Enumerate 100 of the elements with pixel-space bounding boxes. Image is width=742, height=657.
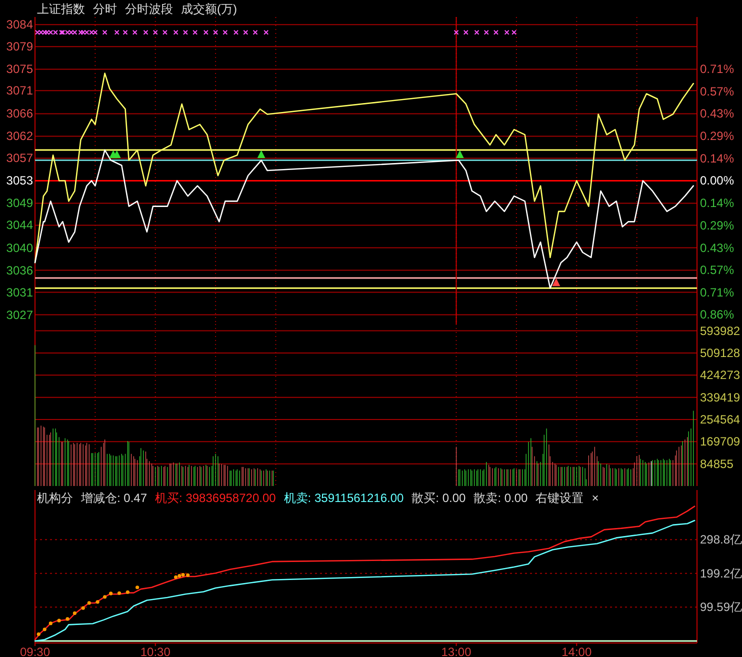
y2-tick-label: 0.14% xyxy=(700,151,734,166)
point xyxy=(126,590,130,594)
y-tick-label: 169709 xyxy=(700,434,740,449)
x-tick-label: 14:00 xyxy=(562,645,592,657)
y-tick-label: 3027 xyxy=(6,308,34,322)
point xyxy=(222,30,228,35)
point xyxy=(34,30,40,35)
point xyxy=(80,30,86,35)
point xyxy=(178,574,182,578)
point xyxy=(112,150,121,158)
point xyxy=(42,628,46,632)
point xyxy=(463,30,468,35)
annotation: × xyxy=(592,491,599,505)
y-tick-label: 199.2亿 xyxy=(700,566,742,580)
point xyxy=(143,30,148,35)
point xyxy=(173,30,178,35)
chart-subtitle: 增减仓: 0.47 xyxy=(80,491,148,505)
y2-tick-label: 0.14% xyxy=(700,196,734,210)
y-tick-label: 3053 xyxy=(6,174,34,188)
y-tick-label: 99.59亿 xyxy=(700,600,742,614)
point xyxy=(102,30,108,35)
y-tick-label: 3075 xyxy=(6,62,34,76)
point xyxy=(474,30,480,35)
y2-tick-label: 0.71% xyxy=(700,62,734,76)
y-tick-label: 3066 xyxy=(6,106,34,121)
chart-title: 上证指数 xyxy=(37,2,85,16)
text: 成交额(万) xyxy=(181,2,237,16)
point xyxy=(552,278,560,286)
point xyxy=(92,30,98,35)
x-tick-label: 10:30 xyxy=(140,645,171,657)
point xyxy=(213,30,218,35)
point xyxy=(504,30,510,35)
point xyxy=(454,30,459,35)
y2-tick-label: 0.43% xyxy=(700,106,734,121)
point xyxy=(186,573,190,577)
point xyxy=(182,30,188,35)
y-tick-label: 3084 xyxy=(6,18,34,32)
y2-tick-label: 0.29% xyxy=(700,129,734,144)
point xyxy=(264,30,269,35)
annotation: 散买: 0.00 xyxy=(412,491,466,505)
y-tick-label: 3040 xyxy=(6,240,34,255)
point xyxy=(512,30,517,35)
point xyxy=(72,611,77,615)
y-tick-label: 593982 xyxy=(700,324,740,338)
point xyxy=(243,30,248,35)
text: 机买: 39836958720.00 xyxy=(155,491,276,505)
y-tick-label: 3031 xyxy=(6,285,34,300)
y-tick-label: 3057 xyxy=(6,151,34,166)
point xyxy=(66,617,70,621)
point xyxy=(103,595,107,599)
y-tick-label: 3071 xyxy=(6,84,34,98)
y2-tick-label: 0.29% xyxy=(700,218,734,232)
x-tick-label: 09:30 xyxy=(20,645,50,657)
text: 分时 xyxy=(93,2,117,16)
point xyxy=(456,150,464,158)
point xyxy=(87,601,91,605)
point xyxy=(203,30,208,35)
point xyxy=(234,30,239,35)
point xyxy=(252,30,258,35)
chart-title: 机构分 xyxy=(37,491,73,505)
point xyxy=(192,30,198,35)
point xyxy=(114,30,120,35)
point xyxy=(152,30,158,35)
point xyxy=(132,30,138,35)
point xyxy=(484,30,489,35)
point xyxy=(117,591,122,595)
text: 机卖: 35911561216.00 xyxy=(284,491,404,505)
text: 分时波段 xyxy=(125,2,173,16)
point xyxy=(493,30,498,35)
point xyxy=(162,30,168,35)
y2-tick-label: 0.71% xyxy=(700,285,734,300)
y2-tick-label: 0.57% xyxy=(700,262,734,277)
annotation: 散卖: 0.00 xyxy=(474,491,528,505)
point xyxy=(174,575,178,579)
y-tick-label: 84855 xyxy=(700,456,734,471)
point xyxy=(57,618,61,622)
y-tick-label: 3079 xyxy=(6,40,34,54)
y-tick-label: 3044 xyxy=(6,218,34,232)
point xyxy=(257,150,266,158)
point xyxy=(48,622,52,626)
point xyxy=(68,30,74,35)
point xyxy=(81,606,85,610)
y-tick-label: 509128 xyxy=(700,346,740,360)
y-tick-label: 3062 xyxy=(6,129,34,144)
line-series xyxy=(34,149,694,289)
y2-tick-label: 0.00% xyxy=(700,174,734,188)
line-series xyxy=(34,72,694,264)
y2-tick-label: 0.43% xyxy=(700,240,734,255)
point xyxy=(181,573,185,577)
point xyxy=(136,586,140,590)
x-tick-label: 13:00 xyxy=(441,645,472,657)
y-tick-label: 424273 xyxy=(700,368,740,382)
y2-tick-label: 0.57% xyxy=(700,84,734,99)
y-tick-label: 298.8亿 xyxy=(700,532,742,547)
point xyxy=(96,600,100,604)
annotation: 右键设置 xyxy=(536,491,584,505)
y2-tick-label: 0.86% xyxy=(700,308,734,322)
point xyxy=(109,592,113,596)
y-tick-label: 254564 xyxy=(700,412,740,426)
y-tick-label: 339419 xyxy=(700,390,740,404)
